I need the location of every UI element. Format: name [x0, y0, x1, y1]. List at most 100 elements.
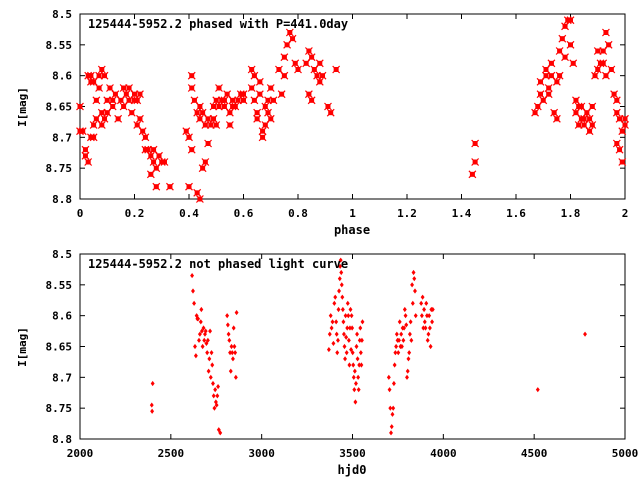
y-tick-label: 8.75: [46, 402, 73, 415]
unphased-y-axis-label: I[mag]: [16, 327, 29, 367]
x-tick-label: 2500: [158, 447, 185, 460]
x-tick-label: 1.8: [561, 207, 581, 220]
data-point: [280, 53, 289, 62]
data-point: [122, 90, 131, 99]
data-point: [86, 71, 95, 80]
y-tick-label: 8.8: [52, 193, 72, 206]
data-point: [255, 77, 264, 86]
data-point: [544, 84, 553, 92]
data-point: [225, 313, 230, 319]
x-tick-label: 0.8: [288, 207, 308, 220]
data-point: [405, 368, 410, 374]
data-point: [354, 380, 358, 387]
data-point: [356, 374, 361, 380]
data-point: [216, 383, 221, 390]
data-point: [357, 362, 362, 368]
data-point: [419, 300, 424, 306]
data-point: [197, 331, 202, 337]
data-point: [397, 337, 401, 343]
data-point: [544, 90, 553, 99]
data-point: [345, 325, 350, 331]
data-point: [413, 313, 418, 319]
data-point: [201, 158, 210, 166]
data-point: [195, 195, 204, 203]
data-point: [561, 53, 569, 62]
x-tick-label: 0.6: [234, 207, 254, 220]
data-point: [350, 350, 355, 356]
unphased-panel: 2000 2500 3000 3500 4000 4500 5000 8.5 8.55 8.6 8.…: [16, 248, 638, 477]
data-point: [334, 319, 339, 325]
data-point: [200, 343, 205, 350]
data-point: [389, 430, 393, 436]
data-point: [424, 300, 429, 306]
data-point: [193, 353, 198, 359]
data-point: [358, 325, 363, 331]
x-tick-label: 4000: [430, 447, 457, 460]
data-point: [405, 374, 409, 380]
data-point: [338, 263, 343, 269]
data-point: [258, 127, 267, 136]
data-point: [425, 337, 430, 343]
x-tick-label: 1.2: [397, 207, 417, 220]
data-point: [425, 313, 429, 319]
data-point: [331, 340, 336, 347]
data-point: [468, 170, 477, 179]
data-point: [307, 96, 316, 105]
data-point: [214, 402, 219, 408]
data-point: [253, 114, 262, 123]
data-point: [294, 65, 302, 74]
data-point: [585, 127, 594, 136]
data-point: [193, 343, 197, 350]
data-point: [602, 28, 610, 37]
data-point: [304, 90, 313, 99]
data-point: [340, 306, 345, 313]
data-point: [231, 356, 235, 362]
data-point: [386, 374, 391, 380]
data-point: [209, 114, 218, 123]
data-point: [247, 65, 256, 74]
data-point: [187, 145, 196, 154]
data-point: [327, 331, 332, 337]
data-point: [413, 288, 417, 294]
data-point: [150, 408, 155, 414]
data-point: [346, 313, 351, 319]
data-point: [76, 102, 84, 111]
data-point: [291, 59, 300, 68]
data-point: [78, 127, 87, 136]
data-point: [421, 325, 426, 331]
data-point: [569, 59, 578, 68]
data-point: [354, 343, 359, 350]
data-point: [149, 402, 154, 408]
data-point: [81, 145, 90, 154]
data-point: [344, 334, 349, 340]
data-point: [89, 121, 98, 129]
data-point: [558, 34, 567, 43]
phased-y-axis-label: I[mag]: [16, 87, 29, 127]
data-point: [621, 121, 629, 129]
data-point: [336, 306, 341, 313]
data-point: [471, 139, 480, 148]
data-point: [198, 164, 207, 173]
data-point: [536, 90, 545, 99]
unphased-chart-title: 125444-5952.2 not phased light curve: [88, 257, 348, 271]
data-point: [410, 300, 415, 306]
data-point: [340, 294, 345, 300]
y-tick-label: 8.55: [46, 39, 73, 52]
data-point: [195, 102, 204, 111]
data-point: [269, 96, 278, 105]
data-point: [228, 350, 233, 356]
data-point: [225, 322, 230, 328]
data-point: [264, 108, 272, 117]
data-point: [350, 325, 355, 331]
data-point: [408, 319, 413, 325]
data-point: [355, 331, 359, 337]
unphased-plot-frame: [79, 253, 626, 440]
data-point: [612, 139, 621, 148]
data-point: [227, 337, 232, 343]
data-point: [337, 288, 342, 294]
data-point: [182, 127, 191, 136]
data-point: [566, 40, 575, 49]
data-point: [220, 96, 229, 105]
data-point: [348, 306, 353, 313]
